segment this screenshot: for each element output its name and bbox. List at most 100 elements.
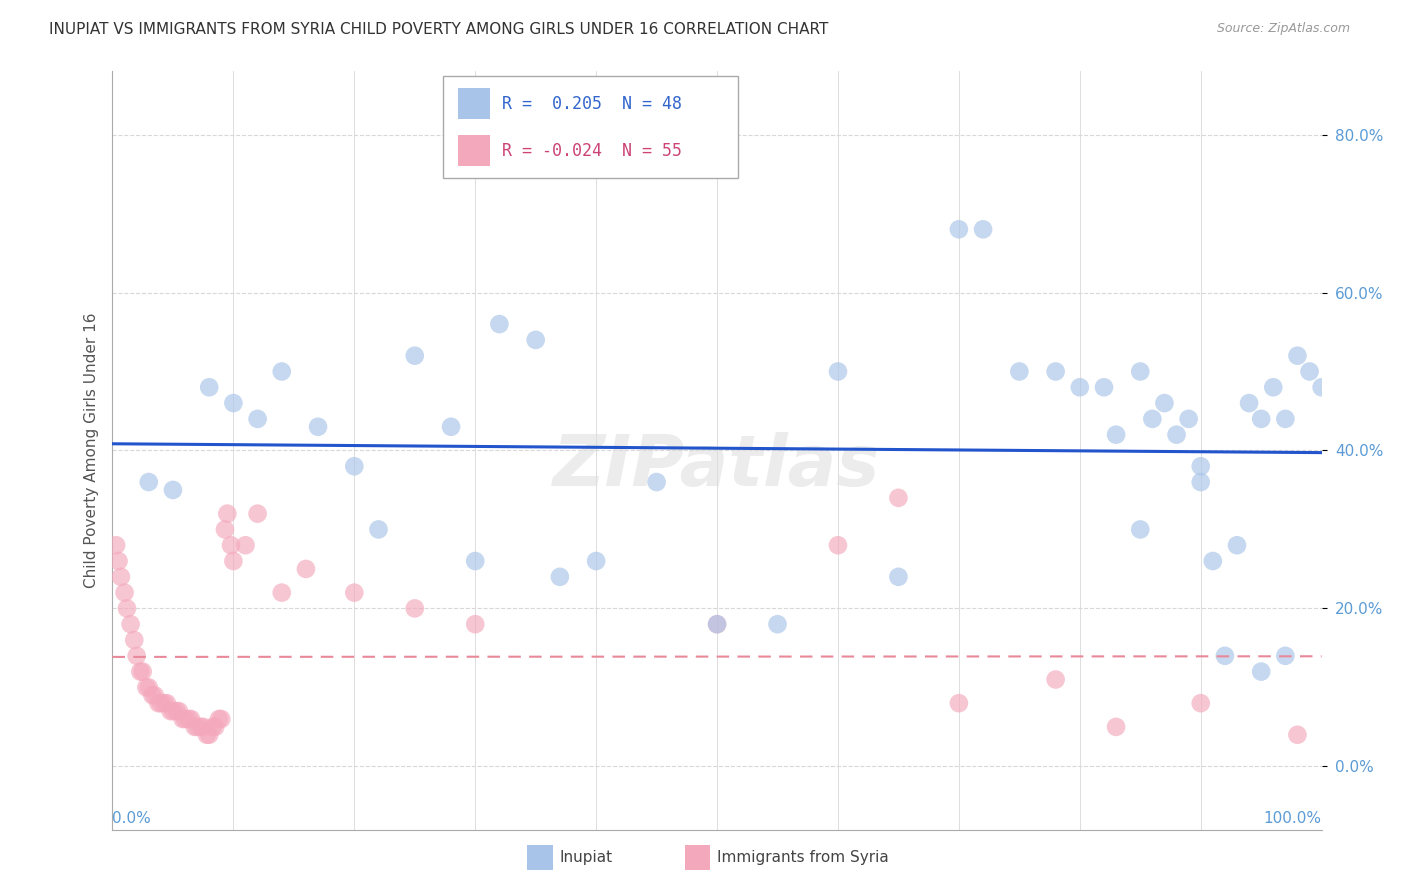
Point [1105, 720, 1128, 734]
Point [1310, 380, 1333, 394]
Point [1045, 673, 1067, 687]
Point [464, 617, 486, 632]
Point [166, 704, 188, 718]
Point [1202, 554, 1225, 568]
Text: Source: ZipAtlas.com: Source: ZipAtlas.com [1216, 22, 1350, 36]
Point [180, 712, 202, 726]
Point [122, 633, 145, 648]
Point [948, 222, 970, 236]
Point [214, 523, 236, 537]
Point [1069, 380, 1091, 394]
Point [270, 585, 292, 599]
Point [1129, 523, 1152, 537]
Point [138, 475, 160, 489]
Point [1129, 364, 1152, 378]
Point [110, 570, 132, 584]
Point [1045, 364, 1067, 378]
Point [105, 538, 128, 552]
Text: INUPIAT VS IMMIGRANTS FROM SYRIA CHILD POVERTY AMONG GIRLS UNDER 16 CORRELATION : INUPIAT VS IMMIGRANTS FROM SYRIA CHILD P… [49, 22, 828, 37]
Point [1237, 396, 1260, 410]
Point [706, 617, 728, 632]
Point [209, 712, 232, 726]
Point [464, 554, 486, 568]
Point [270, 364, 292, 378]
Point [1153, 396, 1175, 410]
Text: 0.0%: 0.0% [112, 811, 152, 826]
Point [1189, 475, 1212, 489]
Point [1250, 665, 1272, 679]
Point [295, 562, 318, 576]
Text: ZIPatlas: ZIPatlas [554, 432, 880, 500]
Point [307, 419, 329, 434]
Point [645, 475, 668, 489]
Point [1274, 412, 1296, 426]
Text: Inupiat: Inupiat [560, 850, 613, 865]
Point [404, 349, 426, 363]
Point [135, 681, 157, 695]
Y-axis label: Child Poverty Among Girls Under 16: Child Poverty Among Girls Under 16 [83, 313, 98, 588]
Point [186, 720, 208, 734]
Point [235, 538, 257, 552]
Text: R = -0.024  N = 55: R = -0.024 N = 55 [502, 142, 682, 160]
Point [1263, 380, 1285, 394]
Point [138, 681, 160, 695]
Point [198, 380, 221, 394]
Point [1189, 459, 1212, 474]
Point [1105, 427, 1128, 442]
Point [1177, 412, 1199, 426]
Point [222, 554, 245, 568]
Point [120, 617, 142, 632]
Point [149, 696, 172, 710]
Point [195, 728, 218, 742]
Point [115, 601, 138, 615]
Point [404, 601, 426, 615]
Point [174, 712, 197, 726]
Point [766, 617, 789, 632]
Point [162, 704, 184, 718]
Point [141, 688, 163, 702]
Point [107, 554, 129, 568]
Point [167, 704, 190, 718]
Point [219, 538, 242, 552]
Point [887, 491, 910, 505]
Point [524, 333, 547, 347]
Point [143, 688, 166, 702]
Point [198, 728, 221, 742]
Point [585, 554, 607, 568]
Point [1092, 380, 1115, 394]
Point [827, 364, 849, 378]
Point [1189, 696, 1212, 710]
Point [132, 665, 155, 679]
Point [972, 222, 994, 236]
Point [1286, 349, 1309, 363]
Point [172, 712, 194, 726]
Point [246, 507, 269, 521]
Point [204, 720, 226, 734]
Point [706, 617, 728, 632]
Point [217, 507, 239, 521]
Point [114, 585, 136, 599]
Point [1142, 412, 1164, 426]
Point [548, 570, 571, 584]
Point [887, 570, 910, 584]
Point [1274, 648, 1296, 663]
Bar [458, 136, 491, 166]
Point [1213, 648, 1236, 663]
Point [1298, 364, 1320, 378]
Point [948, 696, 970, 710]
Text: Immigrants from Syria: Immigrants from Syria [717, 850, 889, 865]
Point [1226, 538, 1249, 552]
Point [1286, 728, 1309, 742]
Text: R =  0.205  N = 48: R = 0.205 N = 48 [502, 95, 682, 112]
Point [177, 712, 200, 726]
Point [1008, 364, 1031, 378]
Point [148, 696, 170, 710]
Point [343, 585, 366, 599]
Bar [458, 88, 491, 119]
Point [190, 720, 212, 734]
Point [129, 665, 152, 679]
Point [183, 720, 205, 734]
Point [159, 704, 181, 718]
Point [191, 720, 215, 734]
Point [125, 648, 148, 663]
